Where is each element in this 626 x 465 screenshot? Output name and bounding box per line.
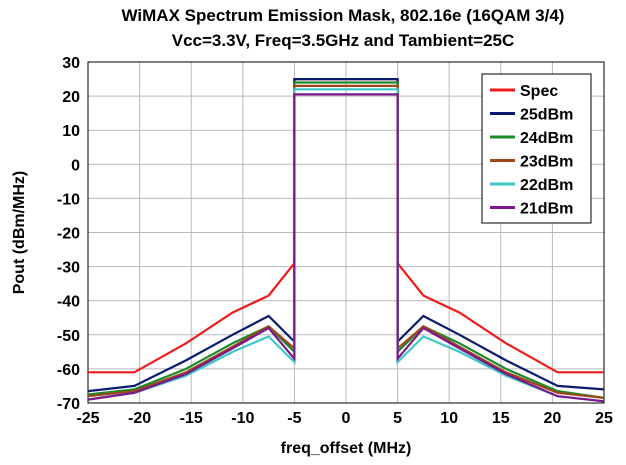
legend-label: 21dBm [520,201,573,218]
x-tick-label: 15 [492,410,510,427]
y-tick-label: -30 [57,260,80,277]
x-tick-label: -10 [231,410,254,427]
legend-box [481,73,592,224]
series-line [87,81,605,399]
series-line [87,84,605,399]
series-line [87,93,605,403]
y-tick-label: -20 [57,226,80,243]
chart-subtitle: Vcc=3.3V, Freq=3.5GHz and Tambient=25C [171,31,515,50]
x-tick-label: -5 [287,410,301,427]
x-tick-label: -25 [76,410,99,427]
x-tick-label: 0 [342,410,351,427]
x-tick-label: -15 [180,410,203,427]
y-axis-label: Pout (dBm/MHz) [11,171,28,295]
tick-labels: -25 -20 -15 -10 -5 0 5 10 15 20 253020100-10-20-30… [57,55,613,427]
plot-frame [87,61,605,404]
y-tick-label: -60 [57,362,80,379]
legend-label: 22dBm [520,177,573,194]
legend-label: 23dBm [520,154,573,171]
series-lines [87,77,605,403]
y-tick-label: -50 [57,328,80,345]
series-line [87,77,605,393]
y-tick-label: -10 [57,191,80,208]
x-tick-label: 20 [544,410,562,427]
x-tick-label: 25 [595,410,613,427]
legend-label: Spec [520,83,558,100]
y-tick-label: 0 [71,157,80,174]
y-tick-label: -40 [57,294,80,311]
y-tick-label: 30 [62,55,80,72]
x-tick-label: 10 [440,410,458,427]
legend-label: 24dBm [520,130,573,147]
legend: Spec 25dBm 24dBm 23dBm 22dBm 21dBm [481,73,592,224]
y-tick-label: 10 [62,123,80,140]
x-tick-label: -20 [128,410,151,427]
chart-title: WiMAX Spectrum Emission Mask, 802.16e (1… [121,6,565,25]
y-tick-label: 20 [62,89,80,106]
legend-label: 25dBm [520,107,573,124]
series-line [87,88,605,403]
x-axis-label: freq_offset (MHz) [281,440,412,457]
y-tick-label: -70 [57,396,80,413]
x-tick-label: 5 [393,410,402,427]
